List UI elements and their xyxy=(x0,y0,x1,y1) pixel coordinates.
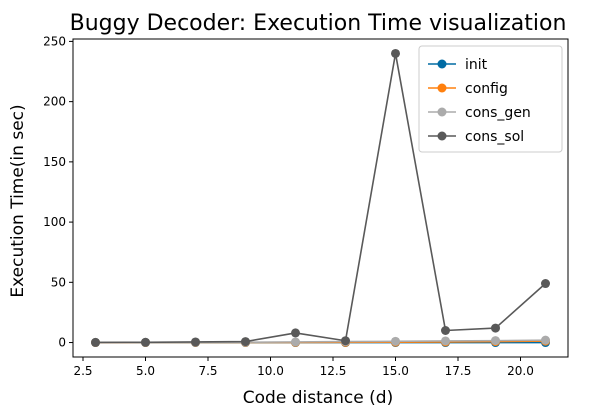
data-point-cons_gen xyxy=(391,336,400,346)
x-tick-label: 7.5 xyxy=(198,364,217,378)
y-tick-label: 250 xyxy=(43,34,66,48)
axes: 2.5 5.0 7.5 10.0 12.5 15.0 17.5 20.0 0 50 100 150 20… xyxy=(43,34,569,378)
legend-swatch-marker xyxy=(437,131,447,141)
legend-item-init: init xyxy=(428,57,488,73)
x-tick-label: 5.0 xyxy=(136,364,155,378)
legend-item-cons_sol: cons_sol xyxy=(428,129,524,145)
legend-label: init xyxy=(465,57,488,73)
legend-box xyxy=(418,45,563,153)
data-point-cons_sol xyxy=(141,337,150,347)
x-tick-label: 10.0 xyxy=(257,364,284,378)
data-point-cons_gen xyxy=(541,335,550,345)
legend-swatch-marker xyxy=(437,83,447,93)
series-layer xyxy=(91,48,550,348)
legend-label: cons_gen xyxy=(465,105,531,121)
y-tick-label: 200 xyxy=(43,95,66,109)
x-tick-label: 15.0 xyxy=(382,364,409,378)
data-point-cons_sol xyxy=(91,337,100,347)
plot-frame xyxy=(72,38,569,358)
legend: init config cons_gen cons_sol xyxy=(418,45,563,153)
x-tick-label: 20.0 xyxy=(507,364,534,378)
y-tick-label: 150 xyxy=(43,155,66,169)
legend-item-cons_gen: cons_gen xyxy=(428,105,531,121)
data-point-cons_sol xyxy=(291,328,300,338)
legend-swatch-marker xyxy=(437,59,447,69)
chart-title: Buggy Decoder: Execution Time visualizat… xyxy=(70,11,567,36)
legend-item-config: config xyxy=(428,81,508,97)
series-line-cons_sol xyxy=(95,52,547,344)
legend-label: config xyxy=(465,81,508,97)
x-tick-label: 2.5 xyxy=(73,364,92,378)
legend-label: cons_sol xyxy=(465,129,524,145)
y-tick-label: 0 xyxy=(58,336,66,350)
y-tick-label: 50 xyxy=(51,275,66,289)
data-point-cons_sol xyxy=(491,323,500,333)
series-cons_sol xyxy=(91,48,550,347)
legend-swatch-marker xyxy=(437,107,447,117)
data-point-cons_sol xyxy=(441,326,450,335)
data-point-cons_gen xyxy=(441,336,450,346)
data-point-cons_sol xyxy=(341,336,350,346)
x-axis-label: Code distance (d) xyxy=(243,388,393,408)
x-tick-label: 12.5 xyxy=(320,364,347,378)
x-tick-label: 17.5 xyxy=(445,364,472,378)
data-point-cons_sol xyxy=(391,48,400,58)
data-point-cons_sol xyxy=(191,337,200,347)
y-axis-label: Execution Time(in sec) xyxy=(8,104,28,297)
data-point-cons_gen xyxy=(491,336,500,346)
y-tick-label: 100 xyxy=(43,215,66,229)
data-point-cons_sol xyxy=(541,279,550,289)
data-point-cons_sol xyxy=(241,337,250,347)
data-point-cons_gen xyxy=(291,337,300,347)
